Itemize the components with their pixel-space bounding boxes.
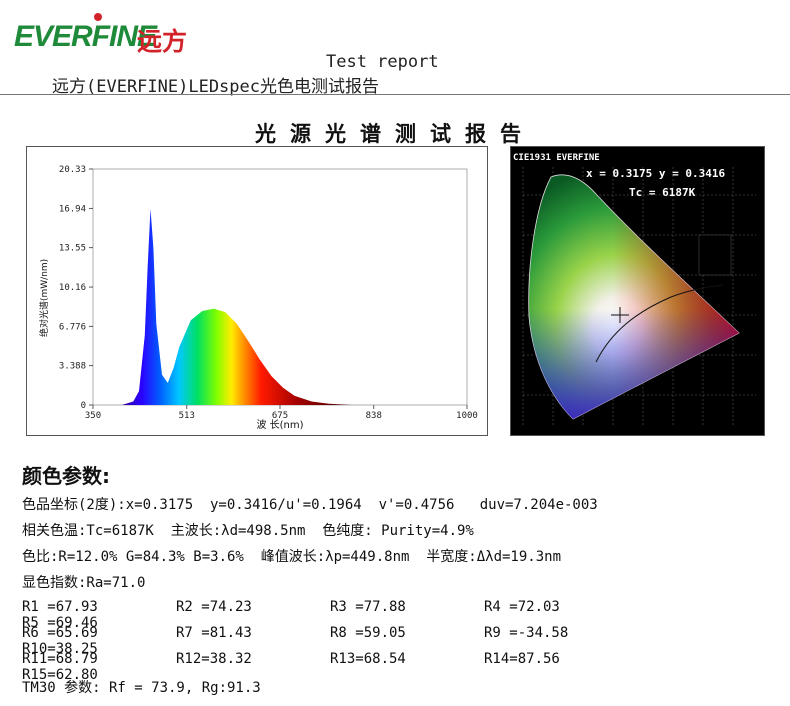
logo-dot-icon xyxy=(94,13,102,21)
cri-value-r2: R2 =74.23 xyxy=(176,599,252,615)
cri-value-r4: R4 =72.03 xyxy=(484,599,560,615)
x-tick-label: 350 xyxy=(85,411,101,421)
cri-value-r9: R9 =-34.58 xyxy=(484,625,569,641)
cie-color-temperature: Tc = 6187K xyxy=(629,186,696,199)
spectrum-series-area xyxy=(121,208,352,405)
chromaticity-point-marker xyxy=(611,307,629,323)
y-tick-label: 20.33 xyxy=(59,165,86,175)
cri-value-r7: R7 =81.43 xyxy=(176,625,252,641)
report-title: Test report xyxy=(326,52,439,72)
cri-value-r14: R14=87.56 xyxy=(484,651,560,667)
cri-value-r10: R10=38.25 xyxy=(22,641,98,657)
spectrum-chart-panel: 20.33 16.94 13.55 10.16 6.776 3.388 0 350 513 675… xyxy=(26,146,488,436)
cri-value-r1: R1 =67.93 xyxy=(22,599,98,615)
tm30-params: TM30 参数: Rf = 73.9, Rg:91.3 xyxy=(22,680,261,696)
cie-legend-box xyxy=(698,234,732,276)
cri-value-r15: R15=62.80 xyxy=(22,667,98,683)
y-tick-label: 10.16 xyxy=(59,283,86,293)
report-subtitle: 远方(EVERFINE)LEDspec光色电测试报告 xyxy=(52,77,379,97)
header-divider xyxy=(0,94,790,95)
cri-value-r6: R6 =65.69 xyxy=(22,625,98,641)
x-tick-label: 838 xyxy=(366,411,382,421)
y-tick-label: 0 xyxy=(81,401,86,411)
planckian-locus xyxy=(595,284,724,363)
y-tick-label: 3.388 xyxy=(59,362,86,372)
cri-value-r11: R11=68.79 xyxy=(22,651,98,667)
x-axis-label: 波 长(nm) xyxy=(256,418,303,431)
cri-value-r12: R12=38.32 xyxy=(176,651,252,667)
x-tick-label: 1000 xyxy=(456,411,478,421)
color-ratio-line: 色比:R=12.0% G=84.3% B=3.6% 峰值波长:λp=449.8n… xyxy=(22,549,562,565)
x-tick-label: 513 xyxy=(179,411,195,421)
cri-row-1: R1 =67.93 R2 =74.23 R3 =77.88 R4 =72.03 R5 =… xyxy=(22,599,782,631)
color-temperature-line: 相关色温:Tc=6187K 主波长:λd=498.5nm 色纯度: Purity… xyxy=(22,523,474,539)
spectrum-point xyxy=(150,208,151,209)
logo-brand: EVERFINE xyxy=(14,20,157,53)
y-axis-label: 绝对光谱(mW/nm) xyxy=(38,259,50,337)
cie-coordinates: x = 0.3175 y = 0.3416 xyxy=(586,167,725,180)
cri-row-2: R6 =65.69 R7 =81.43 R8 =59.05 R9 =-34.58 R10… xyxy=(22,625,782,657)
y-tick-label: 13.55 xyxy=(59,244,86,254)
cri-value-r3: R3 =77.88 xyxy=(330,599,406,615)
cri-value-r8: R8 =59.05 xyxy=(330,625,406,641)
cri-row-3: R11=68.79 R12=38.32 R13=68.54 R14=87.56 R15=… xyxy=(22,651,782,683)
color-rendering-index: 显色指数:Ra=71.0 xyxy=(22,575,146,591)
y-tick-label: 6.776 xyxy=(59,322,86,332)
cie-diagram-label: CIE1931 EVERFINE xyxy=(513,153,600,163)
logo-brand-cn: 远方 xyxy=(137,27,188,56)
cri-value-r5: R5 =69.46 xyxy=(22,615,98,631)
page-title: 光源光谱测试报告 xyxy=(255,122,535,146)
cie-diagram-panel: CIE1931 EVERFINE x = 0.3175 y = 0.3416 T… xyxy=(510,146,765,436)
x-tick-label: 675 xyxy=(272,411,288,421)
cie-diagram: CIE1931 EVERFINE x = 0.3175 y = 0.3416 T… xyxy=(511,147,764,425)
color-params-heading: 颜色参数: xyxy=(22,464,110,488)
cri-value-r13: R13=68.54 xyxy=(330,651,406,667)
chromaticity-coordinates: 色品坐标(2度):x=0.3175 y=0.3416/u'=0.1964 v'=… xyxy=(22,497,598,513)
y-tick-label: 16.94 xyxy=(59,204,86,214)
